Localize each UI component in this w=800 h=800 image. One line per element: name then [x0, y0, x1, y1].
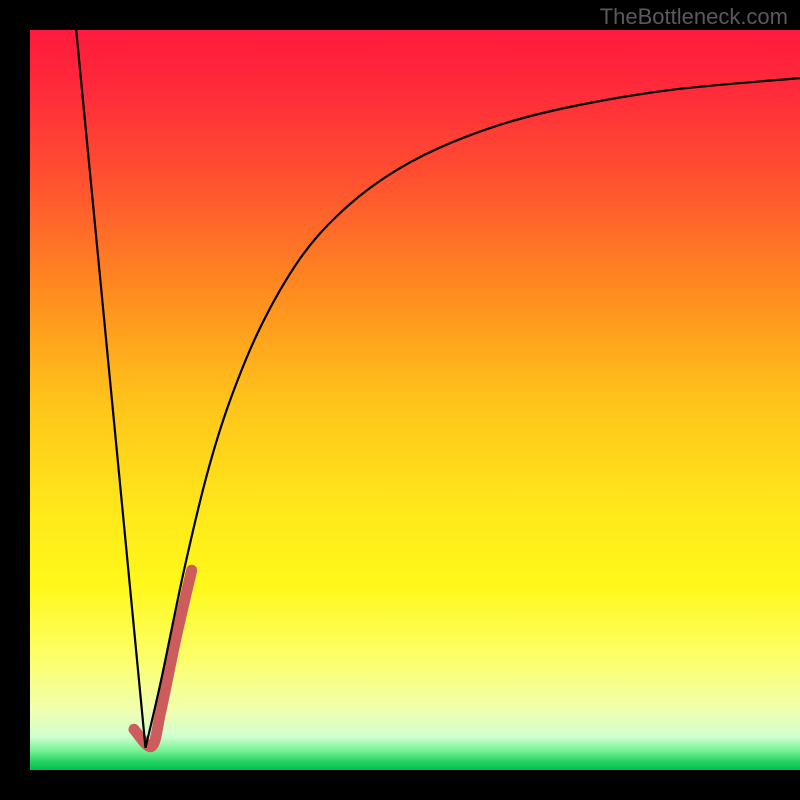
- right-saturating-curve: [146, 78, 800, 748]
- watermark-text: TheBottleneck.com: [600, 4, 788, 30]
- curve-overlay: [30, 30, 800, 770]
- chart-container: TheBottleneck.com: [0, 0, 800, 800]
- plot-area: [30, 30, 800, 770]
- left-descending-line: [76, 30, 145, 748]
